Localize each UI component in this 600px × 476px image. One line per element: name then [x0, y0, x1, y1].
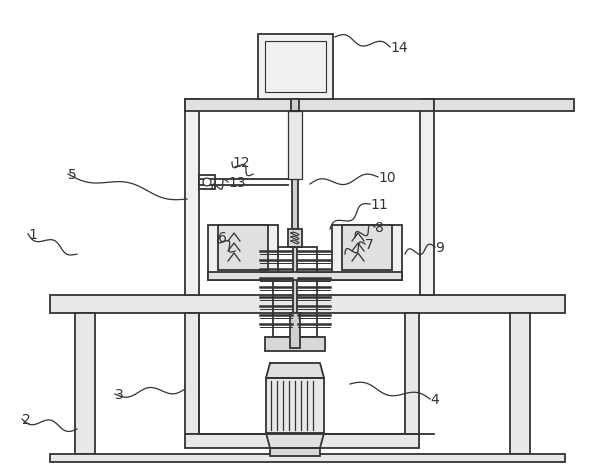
Bar: [405, 313, 419, 434]
Text: 8: 8: [375, 220, 384, 235]
Text: 1: 1: [28, 228, 37, 241]
Text: 4: 4: [430, 392, 439, 406]
Text: 14: 14: [390, 41, 407, 55]
Text: 13: 13: [228, 176, 245, 189]
Text: 9: 9: [435, 240, 444, 255]
Bar: [332, 226, 402, 280]
Bar: [434, 100, 574, 112]
Bar: [208, 226, 278, 280]
Text: 7: 7: [365, 238, 374, 251]
Bar: [292, 112, 298, 229]
Bar: [185, 434, 419, 448]
Bar: [218, 226, 268, 270]
Bar: [342, 226, 392, 270]
Text: 12: 12: [232, 156, 250, 169]
Bar: [185, 100, 199, 296]
Text: 6: 6: [218, 230, 227, 245]
Bar: [75, 313, 95, 454]
Text: 10: 10: [378, 170, 395, 185]
Bar: [510, 313, 530, 454]
Bar: [185, 100, 434, 112]
Polygon shape: [266, 363, 324, 378]
Bar: [208, 272, 402, 280]
Bar: [273, 248, 317, 337]
Bar: [185, 313, 199, 434]
Bar: [265, 337, 325, 351]
Bar: [50, 454, 565, 462]
Bar: [258, 35, 333, 100]
Bar: [290, 313, 300, 348]
Bar: [288, 229, 302, 248]
Bar: [288, 112, 302, 179]
Bar: [50, 296, 565, 313]
Bar: [420, 100, 434, 296]
Bar: [291, 100, 299, 112]
Bar: [266, 378, 324, 433]
Bar: [293, 248, 297, 337]
Bar: [265, 42, 326, 93]
Polygon shape: [266, 433, 324, 448]
Text: 11: 11: [370, 198, 388, 211]
Bar: [270, 448, 320, 456]
Text: 2: 2: [22, 412, 31, 426]
Text: 3: 3: [115, 387, 124, 401]
Text: 5: 5: [68, 168, 77, 182]
Circle shape: [203, 178, 211, 187]
Bar: [199, 176, 215, 189]
